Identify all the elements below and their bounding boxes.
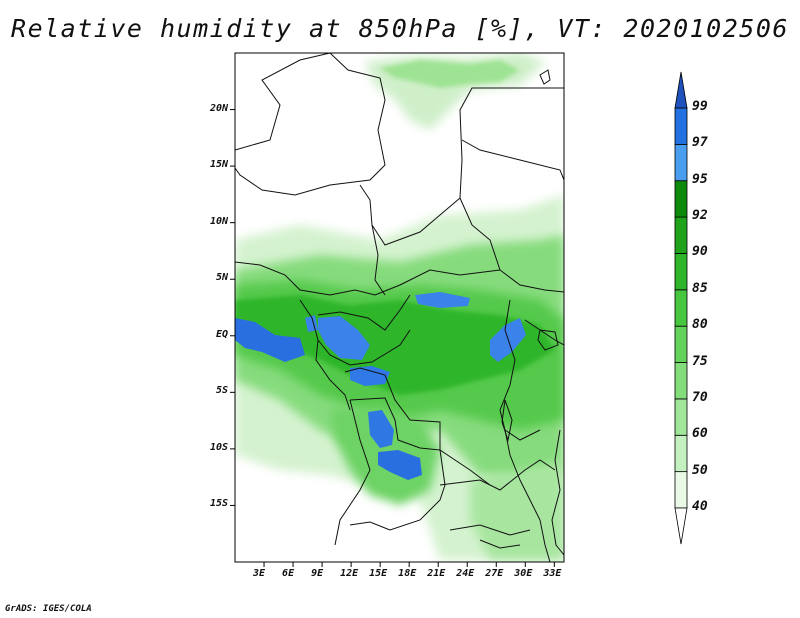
border-line	[449, 524, 531, 536]
border-line	[235, 53, 386, 196]
x-tick-label: 18E	[398, 568, 417, 579]
colorbar-box	[674, 216, 688, 254]
axis-ticks	[230, 109, 555, 567]
x-tick-label: 24E	[456, 568, 475, 579]
border-line	[439, 459, 556, 491]
map-title: Relative humidity at 850hPa [%], VT: 202…	[11, 14, 789, 43]
rh-region-95-basin	[350, 366, 390, 386]
colorbar-level-label: 99	[692, 99, 708, 114]
colorbar-box	[674, 143, 688, 182]
lake-outline	[537, 329, 559, 351]
colorbar-level-label: 80	[692, 317, 708, 333]
x-tick-label: 6E	[282, 568, 295, 579]
border-line	[499, 299, 541, 441]
colorbar-box	[674, 398, 688, 436]
border-line	[317, 329, 411, 366]
colorbar-level-label: 85	[692, 280, 708, 296]
coastline	[299, 299, 351, 411]
grads-credit: GrADS: IGES/COLA	[5, 604, 92, 614]
border-line	[334, 399, 371, 546]
x-tick-label: 15E	[369, 568, 388, 579]
x-tick-label: 12E	[340, 568, 359, 579]
colorbar-max-arrow	[674, 71, 688, 109]
rh-region-north-60	[380, 60, 520, 88]
colorbar-level-label: 90	[692, 244, 708, 260]
x-tick-label: 30E	[514, 568, 533, 579]
colorbar-min-arrow	[674, 507, 688, 545]
colorbar-level-label: 70	[692, 389, 708, 405]
colorbar-level-label: 97	[692, 135, 708, 151]
colorbar-box	[674, 289, 688, 327]
border-line	[479, 539, 521, 549]
y-tick-label: 20N	[209, 102, 228, 114]
rh-region-95-west	[235, 318, 305, 362]
colorbar-level-label: 40	[692, 499, 708, 514]
lake-outline	[501, 399, 513, 442]
border-line	[235, 261, 501, 296]
border-line	[359, 87, 564, 246]
map-frame	[234, 52, 565, 563]
humidity-field	[235, 53, 564, 560]
border-line	[551, 429, 564, 556]
colorbar-level-label: 92	[692, 208, 708, 224]
border-line	[504, 429, 551, 562]
colorbar-level-label: 75	[692, 353, 708, 369]
border-line	[349, 449, 446, 531]
colorbar-box	[674, 434, 688, 473]
border-line	[349, 397, 441, 451]
border-line	[344, 367, 491, 486]
y-tick-label: EQ	[215, 328, 228, 340]
colorbar	[674, 71, 688, 545]
y-tick-label: 10S	[209, 441, 228, 453]
y-tick-label: 15S	[209, 498, 228, 510]
border-line	[317, 294, 411, 331]
country-borders	[235, 53, 564, 562]
rh-region-95-ne	[415, 292, 470, 308]
y-tick-label: 10N	[209, 215, 228, 227]
rh-region-95-angola	[368, 410, 394, 448]
colorbar-box	[674, 107, 688, 145]
colorbar-box	[674, 253, 688, 291]
rh-region-se-60	[470, 460, 564, 560]
colorbar-box	[674, 325, 688, 363]
colorbar-level-label: 95	[692, 171, 708, 187]
colorbar-box	[674, 180, 688, 218]
rh-region-95-south	[378, 450, 422, 480]
colorbar-box	[674, 362, 688, 400]
border-line	[235, 53, 331, 151]
rh-region-95-central	[318, 316, 370, 360]
colorbar-level-label: 50	[692, 462, 708, 478]
coastline	[539, 69, 551, 85]
y-tick-label: 5N	[215, 272, 228, 284]
x-tick-label: 3E	[253, 568, 266, 579]
border-line	[461, 139, 564, 181]
border-line	[524, 319, 564, 346]
x-tick-label: 9E	[311, 568, 324, 579]
colorbar-box	[674, 471, 688, 509]
y-tick-label: 15N	[209, 159, 228, 171]
x-tick-label: 21E	[427, 568, 446, 579]
border-line	[371, 224, 386, 296]
x-tick-label: 27E	[485, 568, 504, 579]
colorbar-level-label: 60	[692, 426, 708, 442]
x-tick-label: 33E	[543, 568, 562, 579]
y-tick-label: 5S	[215, 385, 228, 397]
